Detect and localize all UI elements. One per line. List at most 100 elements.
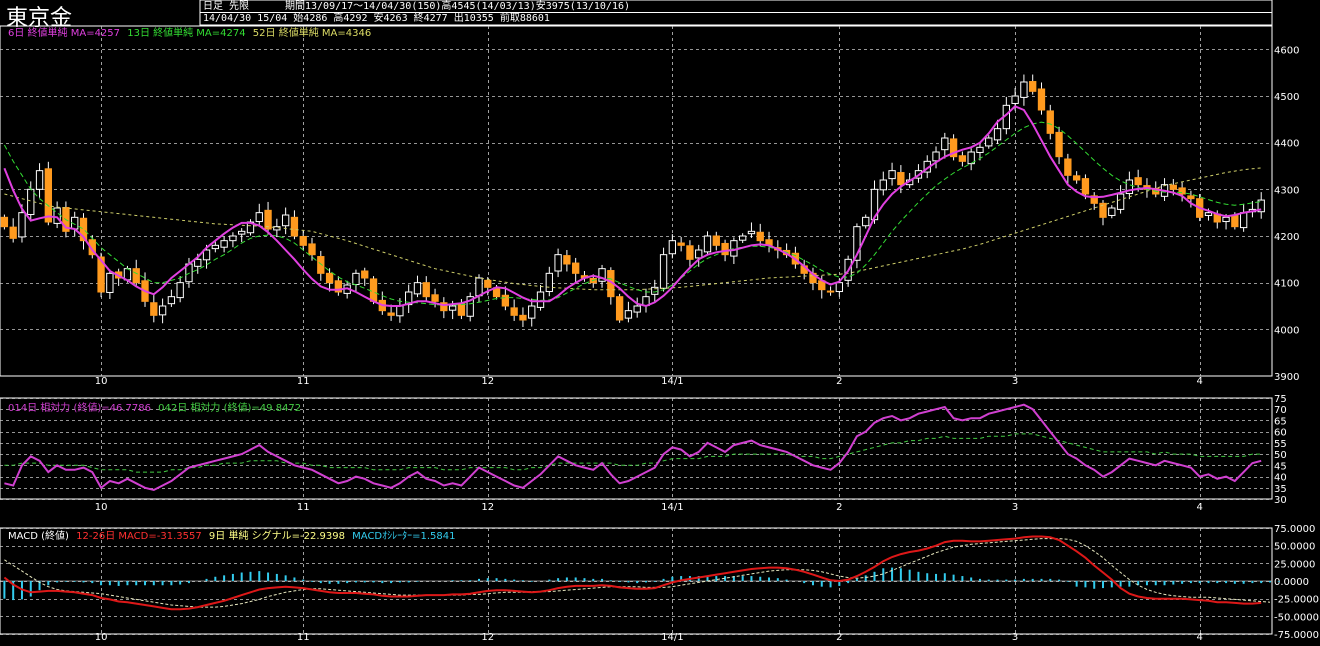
ma13-line bbox=[3, 121, 1262, 306]
price-tick-label: 4400 bbox=[1274, 139, 1299, 150]
candle bbox=[422, 282, 430, 298]
rsi-x-tick-label: 14/1 bbox=[661, 502, 683, 513]
candle bbox=[958, 155, 967, 162]
ma6-line bbox=[3, 105, 1262, 308]
macd-tick-label: 75.0000 bbox=[1274, 524, 1315, 535]
rsi-tick-label: 75 bbox=[1274, 394, 1287, 405]
macd-x-tick-label: 14/1 bbox=[661, 632, 683, 643]
macd-tick-label: 0.0000 bbox=[1274, 577, 1309, 588]
price-tick-label: 4100 bbox=[1274, 279, 1299, 290]
candle bbox=[835, 282, 844, 293]
candle bbox=[695, 249, 703, 259]
candle bbox=[624, 310, 633, 319]
candle bbox=[167, 296, 176, 305]
rsi-x-tick-label: 4 bbox=[1197, 502, 1203, 513]
rsi-tick-label: 40 bbox=[1274, 473, 1287, 484]
legend-ma13: 13日 終値単純 MA=4274 bbox=[127, 28, 246, 39]
rsi-x-tick-label: 3 bbox=[1012, 502, 1018, 513]
rsi-tick-label: 35 bbox=[1274, 484, 1287, 495]
price-tick-label: 4300 bbox=[1274, 185, 1299, 196]
legend-rsi14: 014日 相対力 (終値)=46.7786 bbox=[8, 403, 151, 414]
rsi-tick-label: 65 bbox=[1274, 416, 1287, 427]
candle bbox=[1178, 187, 1186, 195]
macd-tick-label: -75.0000 bbox=[1274, 630, 1319, 641]
candle bbox=[1011, 95, 1019, 104]
legend-ma52: 52日 終値単純 MA=4346 bbox=[252, 28, 372, 39]
candle bbox=[413, 282, 422, 295]
rsi-tick-label: 70 bbox=[1274, 405, 1287, 416]
legend-osc: MACDｵｼﾚｰﾀｰ=1.5841 bbox=[352, 531, 456, 542]
candle bbox=[27, 188, 35, 216]
candle bbox=[281, 214, 290, 227]
candle bbox=[1037, 88, 1046, 111]
candle bbox=[554, 254, 562, 272]
macd-line bbox=[3, 535, 1262, 611]
candle bbox=[712, 235, 720, 246]
candle bbox=[1204, 212, 1213, 216]
candle bbox=[528, 305, 536, 319]
candle bbox=[211, 244, 219, 250]
candle bbox=[229, 235, 237, 242]
candle bbox=[308, 243, 316, 256]
candle bbox=[976, 146, 984, 153]
candle bbox=[1099, 202, 1107, 218]
candle bbox=[1231, 214, 1239, 228]
macd-tick-label: -50.0000 bbox=[1274, 612, 1319, 623]
candle bbox=[202, 249, 211, 261]
candle bbox=[1029, 81, 1037, 92]
candle bbox=[633, 305, 641, 313]
candle bbox=[1064, 158, 1072, 176]
candle bbox=[563, 255, 571, 265]
candle bbox=[457, 303, 466, 316]
candle bbox=[1020, 81, 1028, 98]
rsi-x-tick-label: 11 bbox=[297, 502, 310, 513]
candle bbox=[150, 302, 158, 316]
candle bbox=[1125, 179, 1134, 195]
candle bbox=[220, 240, 228, 248]
price-x-tick-label: 2 bbox=[836, 376, 842, 387]
candle bbox=[484, 279, 492, 288]
rsi-tick-label: 30 bbox=[1274, 495, 1287, 506]
candle bbox=[993, 128, 1002, 141]
candle bbox=[106, 272, 114, 293]
candle bbox=[870, 188, 879, 221]
candle bbox=[510, 307, 518, 316]
candle bbox=[1055, 131, 1063, 158]
legend-signal: 9日 単純 シグナル=-22.9398 bbox=[208, 531, 345, 542]
macd-x-tick-label: 12 bbox=[481, 632, 494, 643]
rsi-tick-label: 50 bbox=[1274, 450, 1287, 461]
candle bbox=[299, 235, 307, 246]
mode-label: 日足 先限 bbox=[203, 1, 250, 12]
price-tick-label: 4600 bbox=[1274, 45, 1299, 56]
candle bbox=[1187, 195, 1195, 200]
candle bbox=[686, 245, 694, 260]
candle bbox=[255, 212, 263, 223]
candle bbox=[194, 258, 202, 267]
macd-x-tick-label: 10 bbox=[95, 632, 108, 643]
candle bbox=[396, 305, 404, 317]
candle bbox=[888, 170, 896, 180]
candle bbox=[466, 296, 474, 317]
legend-macd: 12-26日 MACD=-31.3557 bbox=[76, 531, 202, 542]
candle bbox=[88, 239, 96, 256]
candle bbox=[448, 305, 457, 311]
candle bbox=[325, 272, 334, 284]
price-legend: 6日 終値単純 MA=4257 13日 終値単純 MA=4274 52日 終値単… bbox=[8, 28, 375, 40]
candle bbox=[1239, 212, 1248, 229]
candle bbox=[949, 138, 958, 158]
ma52-line bbox=[4, 167, 1262, 291]
candle bbox=[334, 280, 343, 293]
macd-x-tick-label: 3 bbox=[1012, 632, 1018, 643]
rsi42-line bbox=[4, 433, 1262, 473]
candle bbox=[1090, 195, 1098, 204]
candle bbox=[1222, 216, 1230, 223]
macd-x-tick-label: 2 bbox=[836, 632, 842, 643]
candle bbox=[0, 216, 9, 228]
candle bbox=[1108, 207, 1116, 216]
last-bar-info: 14/04/30 15/04 始4286 高4292 安4263 終4277 出… bbox=[203, 13, 550, 24]
candle bbox=[985, 137, 993, 147]
candle bbox=[158, 305, 167, 316]
signal-line bbox=[4, 538, 1271, 608]
macd-x-tick-label: 11 bbox=[297, 632, 310, 643]
